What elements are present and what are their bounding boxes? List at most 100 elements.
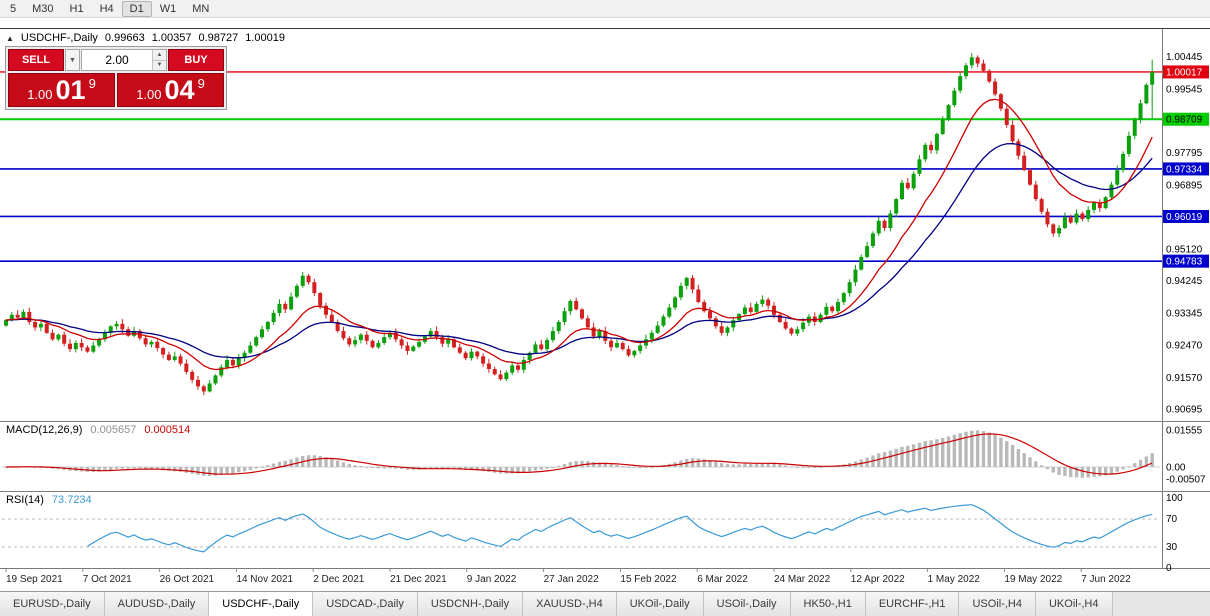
candle-body <box>527 352 532 360</box>
chart-tab[interactable]: USDCHF-,Daily <box>209 591 314 616</box>
macd-histogram-bar <box>242 467 247 472</box>
chart-tab[interactable]: EURCHF-,H1 <box>865 592 960 616</box>
candle-body <box>1022 155 1027 171</box>
ask-quote-button[interactable]: 1.00 04 9 <box>117 73 224 107</box>
price-axis-label: 0.90695 <box>1166 404 1203 415</box>
macd-histogram-bar <box>1080 467 1085 478</box>
timeframe-button-d1[interactable]: D1 <box>121 0 152 17</box>
candle-body <box>1121 153 1126 171</box>
timeframe-button-5[interactable]: 5 <box>10 2 17 15</box>
date-axis-label: 1 May 2022 <box>928 574 981 585</box>
symbol-name: USDCHF-,Daily <box>20 32 98 44</box>
macd-histogram-bar <box>353 465 357 467</box>
timeframe-button-h4[interactable]: H4 <box>99 2 114 15</box>
volume-control: 2.00 ▲ ▼ <box>81 49 167 71</box>
candle-body <box>789 328 794 334</box>
macd-histogram-bar <box>504 467 509 474</box>
date-axis-label: 21 Dec 2021 <box>390 574 447 585</box>
spinner-down-icon[interactable]: ▼ <box>153 60 166 70</box>
chevron-down-icon: ▼ <box>69 56 76 64</box>
price-badge <box>1163 65 1209 79</box>
chart-tab[interactable]: EURUSD-,Daily <box>0 592 105 616</box>
bid-quote-button[interactable]: 1.00 01 9 <box>8 73 115 107</box>
macd-histogram-bar <box>33 467 37 468</box>
candle-body <box>329 314 334 323</box>
date-axis-label: 7 Oct 2021 <box>83 574 132 585</box>
rsi-axis-label: 70 <box>1166 514 1178 525</box>
macd-histogram-bar <box>510 467 514 474</box>
macd-histogram-bar <box>557 465 561 467</box>
candle-body <box>987 70 992 82</box>
volume-spinner: ▲ ▼ <box>152 50 166 70</box>
candle-body <box>894 199 899 214</box>
candle-body <box>830 306 835 312</box>
timeframe-button-mn[interactable]: MN <box>192 2 210 15</box>
macd-histogram-bar <box>155 467 159 470</box>
one-click-collapse-icon[interactable]: ▲ <box>6 33 14 43</box>
macd-histogram-bar <box>283 460 287 467</box>
volume-dropdown-button[interactable]: ▼ <box>65 49 80 71</box>
timeframe-button-w1[interactable]: W1 <box>159 2 177 15</box>
candle-body <box>283 303 288 310</box>
candle-body <box>248 345 253 353</box>
candle-body <box>731 320 736 328</box>
macd-histogram-bar <box>941 437 945 467</box>
price-badge-label: 0.94783 <box>1166 257 1203 268</box>
macd-histogram-bar <box>591 462 596 467</box>
macd-histogram-bar <box>958 433 962 467</box>
candle-body <box>149 341 154 345</box>
chart-tab[interactable]: USOil-,Daily <box>703 592 791 616</box>
candle-body <box>568 301 573 312</box>
macd-histogram-bar <box>795 467 799 468</box>
date-axis-label: 7 Jun 2022 <box>1081 574 1131 585</box>
macd-histogram-bar <box>109 467 113 470</box>
candle-body <box>940 119 945 135</box>
candle-body <box>452 339 456 348</box>
macd-histogram-bar <box>1022 453 1026 467</box>
candle-body <box>213 375 218 384</box>
spinner-up-icon[interactable]: ▲ <box>153 50 166 61</box>
timeframe-button-h1[interactable]: H1 <box>69 2 84 15</box>
volume-input[interactable]: 2.00 <box>105 53 129 67</box>
timeframe-button-m30[interactable]: M30 <box>32 2 54 15</box>
sell-button[interactable]: SELL <box>8 49 64 71</box>
macd-histogram-bar <box>615 465 619 467</box>
candle-body <box>492 369 497 375</box>
candle-body <box>696 289 701 303</box>
candle-body <box>236 358 241 366</box>
buy-button[interactable]: BUY <box>168 49 224 71</box>
ohlc-close: 1.00019 <box>245 32 285 44</box>
macd-axis-label: 0.01555 <box>1166 425 1203 436</box>
candle-body <box>690 277 695 290</box>
macd-histogram-bar <box>696 458 701 467</box>
macd-histogram-bar <box>603 463 607 467</box>
chart-tab[interactable]: USDCNH-,Daily <box>417 592 524 616</box>
candle-body <box>678 285 683 298</box>
candle-body <box>1028 170 1032 185</box>
macd-histogram-bar <box>772 463 776 467</box>
candle-body <box>1138 103 1143 120</box>
chart-tab[interactable]: UKOil-,Daily <box>616 592 704 616</box>
candle-body <box>347 338 352 345</box>
macd-histogram-bar <box>993 434 997 467</box>
macd-histogram-bar <box>237 467 241 473</box>
candle-body <box>952 90 957 106</box>
chart-tab[interactable]: HK50-,H1 <box>790 592 866 616</box>
candle-body <box>440 337 445 344</box>
macd-histogram-bar <box>1057 467 1061 475</box>
chart-tab[interactable]: USOil-,H4 <box>959 592 1036 616</box>
macd-histogram-bar <box>91 467 95 472</box>
rsi-line <box>87 504 1153 553</box>
date-axis-label: 19 May 2022 <box>1004 574 1062 585</box>
chart-tab[interactable]: UKOil-,H4 <box>1035 592 1113 616</box>
macd-histogram-bar <box>295 457 299 467</box>
chart-surface[interactable]: 1.00445 0.99545 0.97795 0.96895 0.95120 0.942… <box>0 29 1210 592</box>
macd-histogram-bar <box>1069 467 1073 478</box>
chart-tab[interactable]: XAUUSD-,H4 <box>523 592 617 616</box>
chart-tab[interactable]: USDCAD-,Daily <box>313 592 418 616</box>
candle-body <box>271 312 276 323</box>
rsi-value: 73.7234 <box>51 494 92 506</box>
candle-body <box>358 334 363 341</box>
chart-tab[interactable]: AUDUSD-,Daily <box>104 592 210 616</box>
candle-body <box>481 356 486 364</box>
